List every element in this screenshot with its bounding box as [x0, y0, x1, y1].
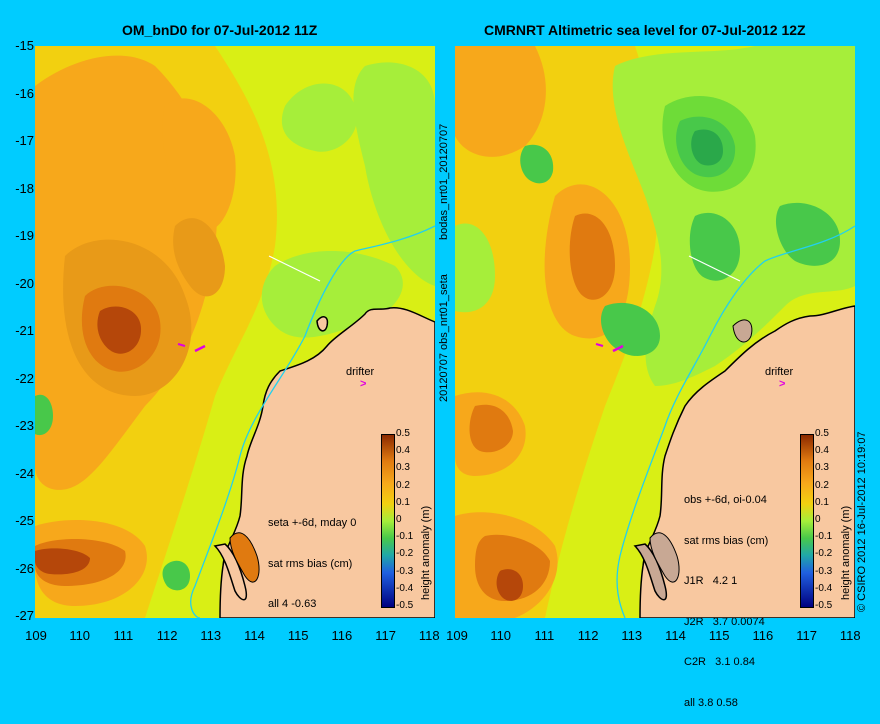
- right-stats: obs +-6d, oi-0.04 sat rms bias (cm) J1R …: [684, 467, 768, 724]
- y-tick-label: -18: [15, 180, 34, 196]
- x-tick-label: 110: [69, 628, 91, 643]
- middle-label-top: bodas_nrt01_20120707: [438, 123, 450, 240]
- y-tick-label: -25: [15, 513, 34, 528]
- x-tick-label: 117: [375, 628, 396, 643]
- y-tick-label: -17: [15, 133, 34, 148]
- colorbar-tick-label: 0.4: [396, 445, 410, 457]
- colorbar-tick-label: -0.1: [815, 531, 833, 543]
- colorbar-tick-label: 0.2: [396, 479, 410, 491]
- left-drifter-arrow-icon: >: [360, 378, 367, 390]
- left-colorbar: [381, 434, 395, 608]
- x-tick-label: 109: [25, 628, 47, 643]
- right-map-canvas: [455, 46, 855, 618]
- left-stats-line-1: seta +-6d, mday 0: [268, 517, 357, 529]
- y-tick-label: -15: [15, 38, 34, 53]
- colorbar-tick-label: 0.1: [815, 496, 829, 508]
- colorbar-tick-label: 0.3: [815, 462, 829, 474]
- left-map-title: OM_bnD0 for 07-Jul-2012 11Z: [122, 22, 318, 38]
- x-tick-label: 116: [752, 628, 774, 643]
- x-tick-label: 111: [534, 628, 555, 643]
- x-tick-label: 118: [839, 628, 861, 643]
- x-tick-label: 113: [621, 628, 643, 643]
- right-stats-line-6: all 3.8 0.58: [684, 696, 738, 709]
- x-tick-label: 110: [490, 628, 512, 643]
- y-tick-label: -23: [15, 418, 34, 433]
- colorbar-tick-label: -0.4: [396, 582, 414, 594]
- colorbar-tick-label: 0.3: [396, 462, 410, 474]
- left-drifter-text: drifter: [346, 366, 375, 378]
- right-drifter-label: drifter >: [765, 366, 793, 390]
- x-tick-label: 118: [418, 628, 440, 643]
- x-tick-label: 114: [665, 628, 686, 643]
- right-sea-level-map: [455, 46, 855, 618]
- x-tick-label: 111: [113, 628, 134, 643]
- x-tick-label: 115: [708, 628, 730, 643]
- colorbar-tick-label: 0.5: [815, 428, 829, 439]
- copyright-text: © CSIRO 2012 16-Jul-2012 10:19:07: [856, 431, 868, 612]
- y-tick-label: -27: [15, 608, 34, 623]
- y-tick-label: -20: [15, 275, 34, 291]
- colorbar-tick-label: -0.5: [815, 600, 833, 611]
- right-stats-line-3: J1R 4.2 1: [684, 575, 738, 587]
- colorbar-tick-label: 0.1: [396, 496, 410, 508]
- x-tick-label: 112: [577, 628, 599, 643]
- y-tick-label: -19: [15, 228, 34, 243]
- colorbar-tick-label: 0.2: [815, 479, 829, 491]
- right-colorbar: [800, 434, 814, 608]
- x-tick-label: 114: [244, 628, 265, 643]
- middle-label-bottom: 20120707 obs_nrt01_seta: [438, 274, 450, 402]
- right-drifter-arrow-icon: >: [779, 378, 786, 390]
- colorbar-tick-label: -0.4: [815, 582, 833, 594]
- colorbar-tick-label: 0.4: [815, 445, 829, 457]
- left-stats-line-2: sat rms bias (cm): [268, 557, 353, 570]
- colorbar-tick-label: 0.5: [396, 428, 410, 439]
- left-stats-line-3: all 4 -0.63: [268, 598, 317, 610]
- left-map-canvas: [35, 46, 435, 618]
- y-tick-label: -22: [15, 370, 34, 386]
- x-tick-label: 116: [331, 628, 353, 643]
- y-tick-label: -16: [15, 85, 34, 101]
- right-stats-line-4: J2R 3.7 0.0074: [684, 615, 765, 628]
- x-tick-label: 112: [156, 628, 178, 643]
- right-stats-line-2: sat rms bias (cm): [684, 534, 769, 547]
- y-tick-label: -24: [15, 465, 34, 481]
- colorbar-tick-label: -0.1: [396, 531, 414, 543]
- colorbar-tick-label: 0: [396, 514, 402, 525]
- right-drifter-text: drifter: [765, 366, 794, 378]
- left-colorbar-label: height anomaly (m): [420, 505, 432, 600]
- y-tick-label: -21: [15, 323, 34, 338]
- right-colorbar-label: height anomaly (m): [840, 505, 852, 600]
- y-tick-label: -26: [15, 560, 34, 576]
- colorbar-tick-label: -0.3: [396, 565, 414, 577]
- x-tick-label: 109: [446, 628, 468, 643]
- left-stats: seta +-6d, mday 0 sat rms bias (cm) all …: [268, 490, 356, 625]
- colorbar-tick-label: -0.5: [396, 600, 414, 611]
- x-tick-label: 113: [200, 628, 222, 643]
- colorbar-tick-label: -0.2: [396, 548, 414, 560]
- left-sea-level-map: [35, 46, 435, 618]
- colorbar-tick-label: -0.3: [815, 565, 833, 577]
- colorbar-tick-label: -0.2: [815, 548, 833, 560]
- right-stats-line-5: C2R 3.1 0.84: [684, 656, 755, 668]
- right-stats-line-1: obs +-6d, oi-0.04: [684, 494, 767, 506]
- right-map-title: CMRNRT Altimetric sea level for 07-Jul-2…: [484, 22, 806, 38]
- x-tick-label: 117: [796, 628, 817, 643]
- colorbar-tick-label: 0: [815, 514, 821, 525]
- left-drifter-label: drifter >: [346, 366, 374, 390]
- x-tick-label: 115: [287, 628, 309, 643]
